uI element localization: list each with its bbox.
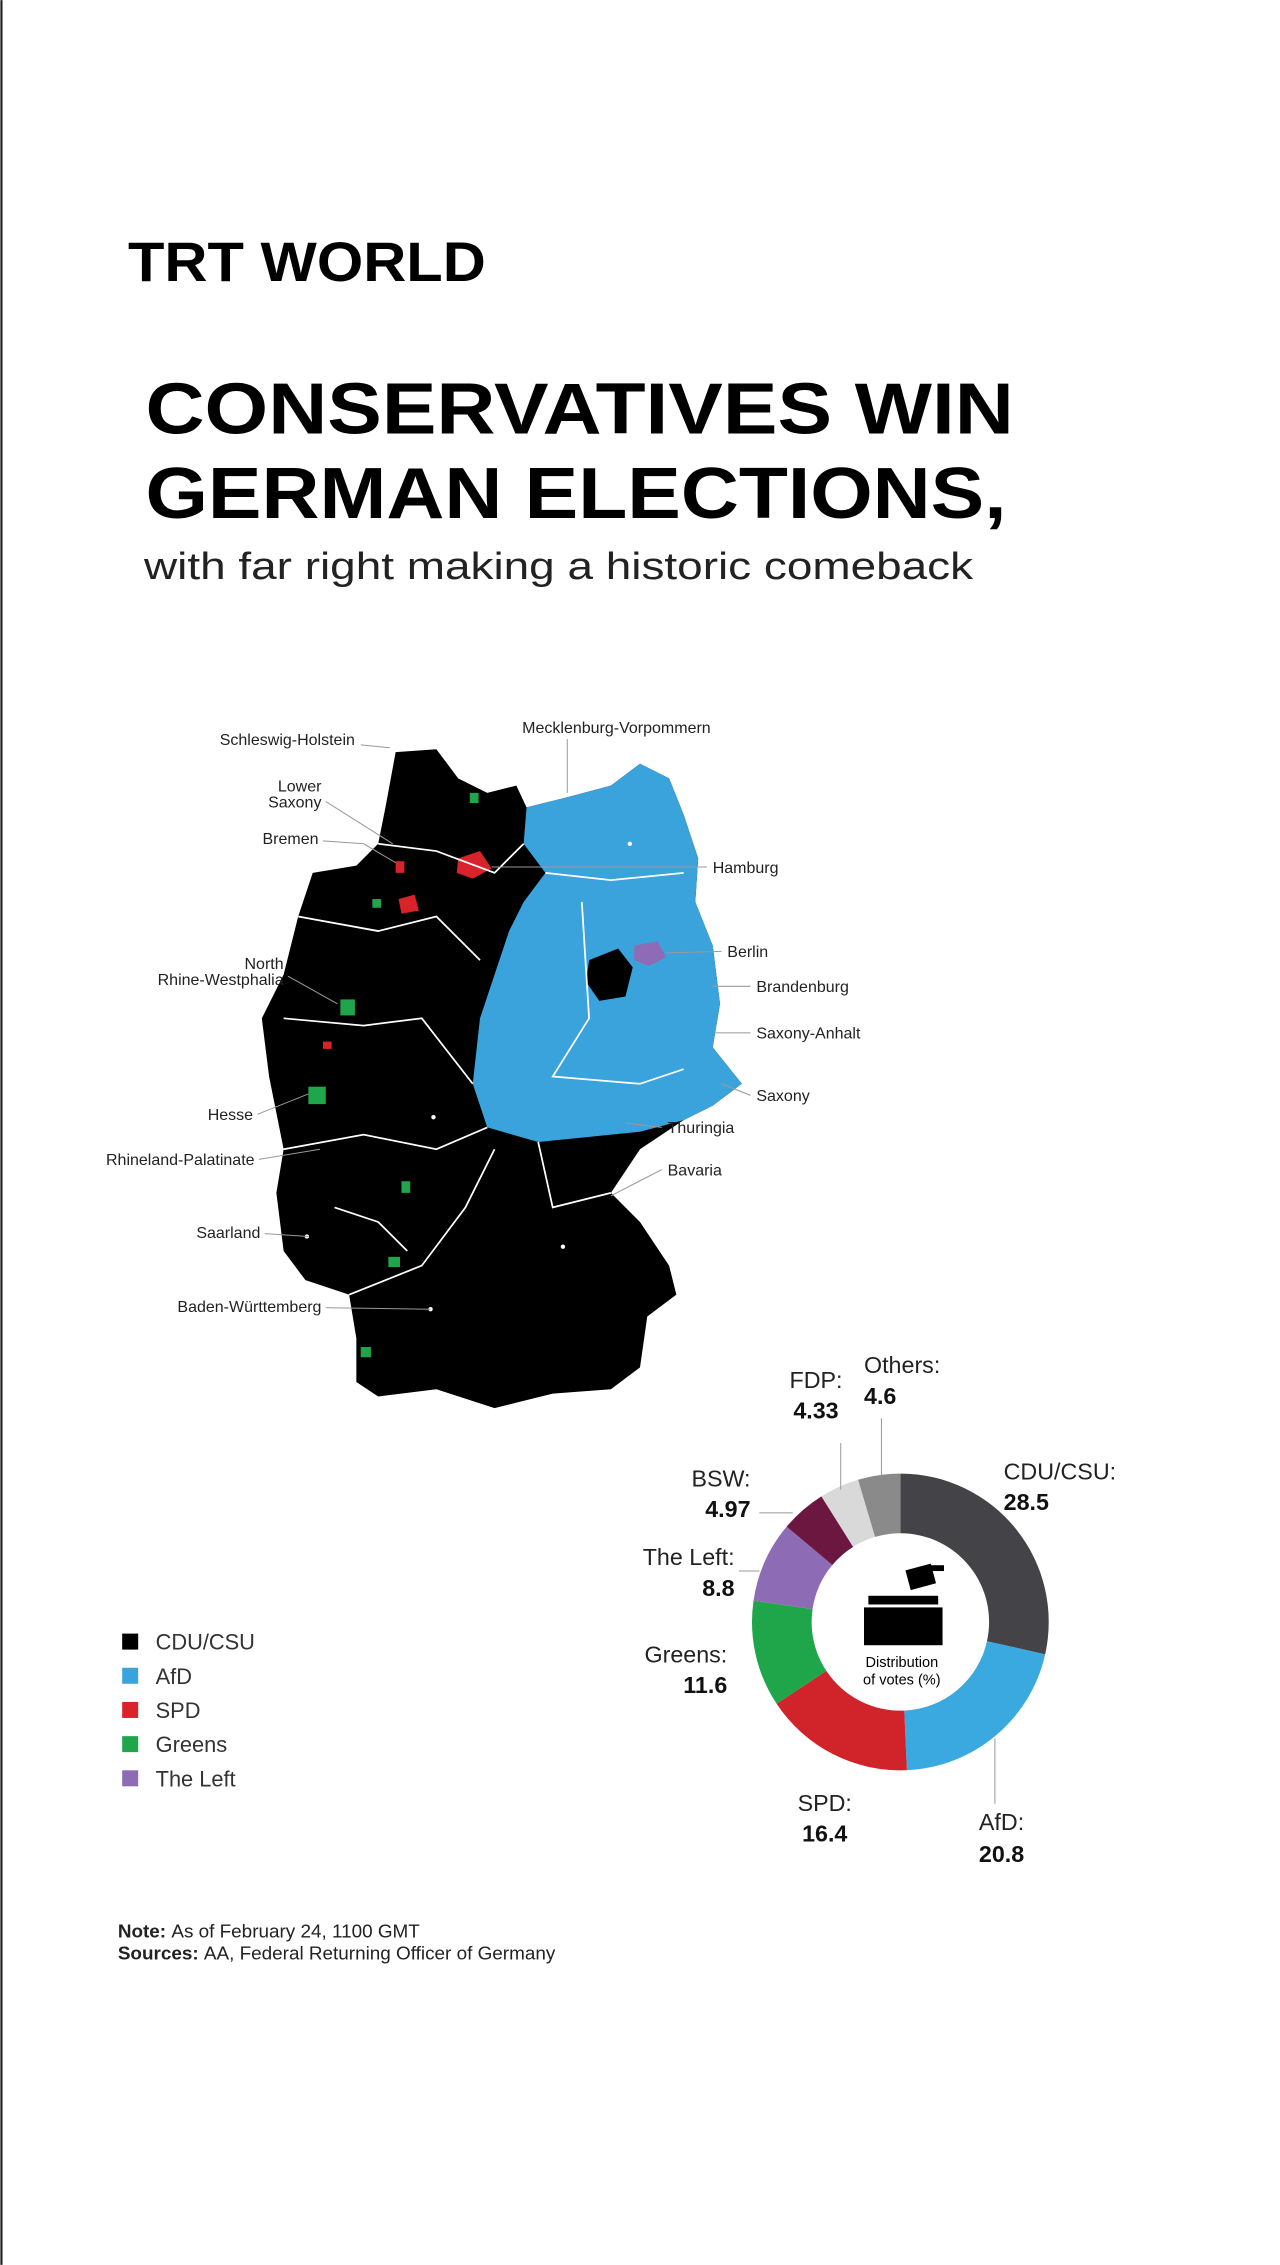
region-spd	[398, 894, 419, 914]
title-line: CONSERVATIVES WIN	[145, 369, 1013, 450]
donut-value: 8.8	[702, 1575, 734, 1601]
state-label: Lower	[278, 778, 322, 795]
donut-segment	[900, 1473, 1049, 1655]
map	[261, 749, 742, 1409]
state-labels: Schleswig-Holstein Lower Saxony Bremen N…	[106, 720, 861, 1316]
ballot-icon	[864, 1563, 944, 1646]
donut-value: 4.33	[793, 1397, 838, 1423]
region-greens	[308, 792, 479, 1358]
donut-label: FDP:	[790, 1367, 843, 1393]
sources-text: AA, Federal Returning Officer of Germany	[204, 1943, 556, 1964]
logo: TRT WORLD	[128, 231, 486, 293]
state-leaders	[257, 739, 751, 1310]
sources: Sources: AA, Federal Returning Officer o…	[118, 1943, 556, 1964]
state-label: Hesse	[208, 1107, 253, 1124]
state-label: Saxony-Anhalt	[756, 1026, 861, 1043]
legend-label: Greens	[156, 1732, 228, 1757]
region-cdu	[586, 948, 633, 1001]
state-label: Rhine-Westphalia	[158, 972, 284, 989]
legend-label: AfD	[156, 1664, 192, 1689]
subtitle: with far right making a historic comebac…	[143, 546, 973, 588]
sources-label: Sources:	[118, 1943, 199, 1964]
donut-value: 28.5	[1004, 1489, 1049, 1515]
donut-value: 20.8	[979, 1841, 1024, 1867]
donut-value: 4.6	[864, 1383, 896, 1409]
state-label: Bavaria	[668, 1162, 722, 1179]
region-left	[634, 941, 667, 966]
donut-value: 4.97	[705, 1496, 750, 1522]
donut-label: SPD:	[798, 1790, 852, 1816]
legend-swatch	[122, 1736, 139, 1753]
state-borders	[283, 842, 684, 1296]
state-label: Saxony	[756, 1088, 809, 1105]
note-label: Note:	[118, 1922, 166, 1943]
state-label: North	[245, 956, 284, 973]
legend-swatch	[122, 1770, 139, 1787]
donut-label: Others:	[864, 1352, 940, 1378]
legend-label: SPD	[156, 1698, 201, 1723]
legend: CDU/CSU AfD SPD Greens The Left	[122, 1630, 255, 1791]
state-label: Schleswig-Holstein	[220, 732, 355, 749]
donut-label: The Left:	[643, 1544, 735, 1570]
state-label: Saarland	[196, 1225, 260, 1242]
donut-label: CDU/CSU:	[1004, 1458, 1116, 1484]
legend-swatch	[122, 1701, 139, 1718]
donut	[752, 1473, 1049, 1771]
donut-label: Greens:	[645, 1642, 728, 1668]
donut-segment	[821, 1479, 876, 1547]
legend-swatch	[122, 1633, 139, 1650]
donut-value: 16.4	[802, 1821, 847, 1847]
donut-segment	[786, 1496, 854, 1565]
center-label: of votes (%)	[863, 1673, 941, 1689]
donut-leaders	[738, 1418, 996, 1804]
legend-swatch	[122, 1667, 139, 1684]
note-text: As of February 24, 1100 GMT	[171, 1922, 420, 1943]
donut-segment	[753, 1526, 833, 1610]
donut-segment	[904, 1641, 1046, 1771]
region-spd	[395, 861, 405, 873]
donut-segment	[858, 1473, 901, 1537]
title-line: GERMAN ELECTIONS,	[145, 453, 1006, 534]
state-label: Brandenburg	[756, 979, 849, 996]
state-label: Saxony	[268, 794, 321, 811]
state-label: Thuringia	[668, 1120, 735, 1137]
legend-label: The Left	[156, 1766, 236, 1791]
state-label: Bremen	[263, 831, 319, 848]
donut-label: AfD:	[979, 1809, 1024, 1835]
region-spd	[322, 1041, 332, 1049]
state-label: Mecklenburg-Vorpommern	[522, 720, 711, 737]
donut-segment	[752, 1600, 827, 1704]
donut-label: BSW:	[691, 1466, 750, 1492]
donut-value: 11.6	[683, 1672, 727, 1698]
center-label: Distribution	[865, 1655, 938, 1671]
state-label: Berlin	[727, 944, 768, 961]
state-label: Hamburg	[713, 860, 779, 877]
state-label: Rhineland-Palatinate	[106, 1152, 255, 1169]
state-label: Baden-Württemberg	[177, 1299, 321, 1316]
legend-label: CDU/CSU	[156, 1630, 255, 1655]
note: Note: As of February 24, 1100 GMT	[118, 1922, 420, 1943]
donut-segment	[776, 1670, 907, 1771]
